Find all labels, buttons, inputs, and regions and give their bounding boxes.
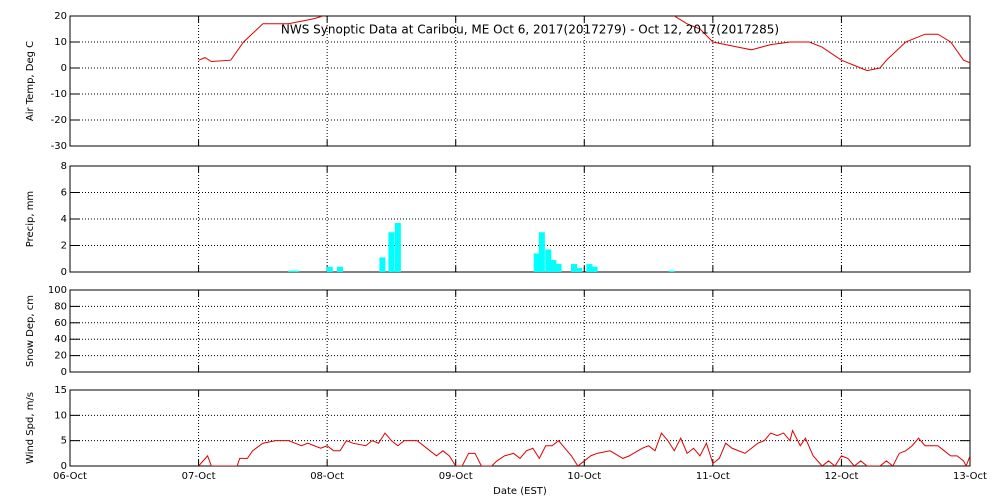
bar	[576, 268, 583, 272]
y-axis-label: Air Temp, Deg C	[25, 41, 36, 121]
x-tick-label: 13-Oct	[953, 471, 987, 482]
x-tick-label: 09-Oct	[439, 471, 473, 482]
chart-title: NWS Synoptic Data at Caribou, ME Oct 6, …	[281, 23, 779, 37]
x-tick-label: 10-Oct	[567, 471, 601, 482]
y-tick-label: 20	[54, 351, 67, 362]
y-tick-label: 8	[61, 161, 67, 172]
bar	[591, 266, 598, 272]
bar	[388, 232, 395, 272]
y-tick-label: 0	[61, 367, 67, 378]
y-tick-label: 60	[54, 318, 67, 329]
y-tick-label: 0	[61, 267, 67, 278]
bar	[538, 232, 545, 272]
y-tick-label: 100	[48, 285, 67, 296]
plot-frame	[69, 15, 971, 147]
y-tick-label: 15	[54, 385, 67, 396]
y-tick-label: 10	[54, 410, 67, 421]
y-tick-label: 4	[61, 214, 67, 225]
y-tick-label: 20	[54, 11, 67, 22]
plot-frame	[69, 289, 971, 373]
y-tick-label: 80	[54, 301, 67, 312]
y-axis-label: Snow Dep, cm	[25, 295, 36, 367]
x-tick-label: 11-Oct	[696, 471, 730, 482]
y-tick-label: 0	[61, 63, 67, 74]
plot-data	[198, 429, 970, 466]
y-tick-label: -20	[51, 115, 67, 126]
y-tick-label: 6	[61, 188, 67, 199]
bar	[533, 253, 540, 272]
plot-frame	[69, 389, 971, 467]
data-line	[198, 16, 970, 72]
plot-frame	[69, 165, 971, 273]
bar	[550, 260, 557, 272]
y-tick-label: 0	[61, 461, 67, 472]
x-tick-label: 06-Oct	[53, 471, 87, 482]
x-tick-label: 12-Oct	[824, 471, 858, 482]
bar	[586, 264, 593, 272]
bar	[571, 264, 577, 272]
y-tick-label: 40	[54, 334, 67, 345]
bar	[394, 222, 401, 272]
bar	[668, 270, 675, 272]
bar	[545, 249, 552, 272]
x-axis-label: Date (EST)	[493, 486, 547, 497]
y-tick-label: -30	[51, 141, 67, 152]
y-tick-label: 5	[61, 436, 67, 447]
data-line	[198, 429, 970, 466]
bar	[337, 266, 343, 272]
plot-data	[288, 222, 675, 272]
bar	[288, 270, 295, 272]
x-tick-label: 08-Oct	[310, 471, 344, 482]
plot-data	[198, 16, 970, 72]
bar	[326, 266, 333, 272]
y-tick-label: -10	[51, 89, 67, 100]
y-tick-label: 10	[54, 37, 67, 48]
bar	[555, 264, 562, 272]
x-tick-label: 07-Oct	[182, 471, 216, 482]
bar	[293, 270, 300, 272]
bar	[379, 257, 386, 272]
y-axis-label: Wind Spd, m/s	[25, 392, 36, 464]
y-axis-label: Precip, mm	[25, 191, 36, 247]
y-tick-label: 2	[61, 241, 67, 252]
